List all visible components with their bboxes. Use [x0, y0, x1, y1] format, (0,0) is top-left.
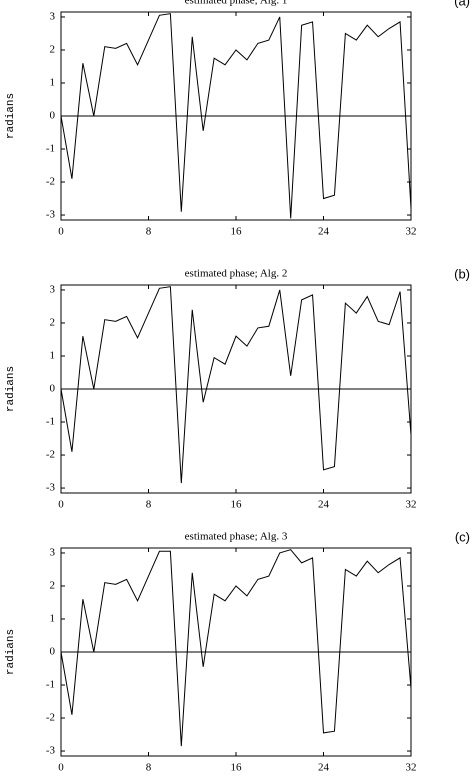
y-tick-label: 0: [50, 383, 56, 395]
y-tick-label: 2: [50, 579, 56, 591]
y-tick-label: -2: [46, 176, 55, 188]
panel-label: (a): [454, 0, 470, 8]
y-tick-label: -3: [46, 209, 56, 221]
y-tick-label: -3: [46, 482, 56, 494]
y-tick-label: -1: [46, 679, 55, 691]
y-tick-label: 2: [50, 43, 56, 55]
chart-title: estimated phase; Alg. 3: [185, 531, 288, 543]
panel: estimated phase; Alg. 1 (a) radians -3 -2 -1 0…: [5, 0, 470, 238]
x-tick-label: 0: [58, 762, 64, 774]
y-tick-label: -2: [46, 449, 55, 461]
chart-title: estimated phase; Alg. 1: [185, 0, 288, 7]
x-tick-label: 32: [406, 499, 417, 511]
y-tick-label: 2: [50, 316, 56, 328]
y-tick-label: -3: [46, 745, 56, 757]
x-tick-label: 32: [406, 226, 417, 238]
y-tick-label: 3: [50, 10, 56, 22]
x-tick-label: 8: [146, 762, 152, 774]
y-tick-label: 1: [50, 350, 56, 362]
panel-label: (c): [455, 529, 470, 544]
x-tick-label: 8: [146, 226, 152, 238]
x-tick-label: 8: [146, 499, 152, 511]
x-tick-label: 24: [318, 499, 330, 511]
y-axis-label: radians: [5, 629, 17, 675]
y-tick-label: 3: [50, 546, 56, 558]
y-tick-label: -1: [46, 416, 55, 428]
chart-title: estimated phase; Alg. 2: [185, 268, 288, 280]
x-tick-label: 16: [231, 762, 243, 774]
y-tick-label: 0: [50, 110, 56, 122]
data-line: [60, 286, 412, 484]
y-tick-label: 3: [50, 283, 56, 295]
data-line: [60, 13, 412, 219]
x-tick-label: 32: [406, 762, 417, 774]
y-tick-label: 1: [50, 613, 56, 625]
x-tick-label: 16: [231, 499, 243, 511]
x-tick-label: 24: [318, 762, 330, 774]
y-axis-label: radians: [5, 93, 17, 139]
panel: estimated phase; Alg. 3 (c) radians -3 -2 -1 0…: [5, 529, 470, 773]
data-line: [60, 549, 412, 747]
x-tick-label: 0: [58, 226, 64, 238]
y-tick-label: -1: [46, 143, 55, 155]
x-tick-label: 24: [318, 226, 330, 238]
x-tick-label: 16: [231, 226, 243, 238]
panel: estimated phase; Alg. 2 (b) radians -3 -2 -1 0…: [5, 266, 470, 510]
x-tick-label: 0: [58, 499, 64, 511]
y-axis-label: radians: [5, 366, 17, 412]
y-tick-label: 1: [50, 77, 56, 89]
y-tick-label: -2: [46, 712, 55, 724]
panel-label: (b): [454, 266, 470, 281]
y-tick-label: 0: [50, 646, 56, 658]
